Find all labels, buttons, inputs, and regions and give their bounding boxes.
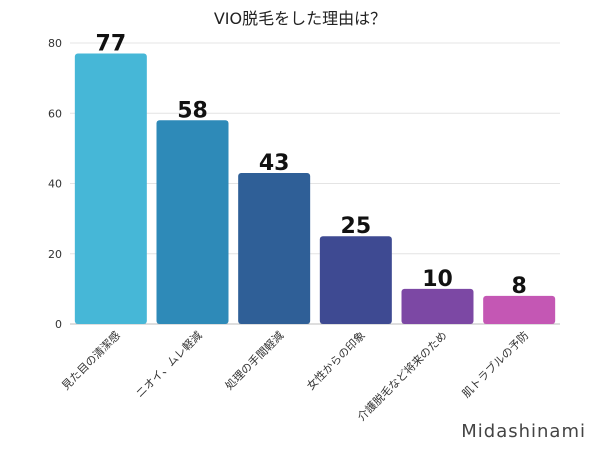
gridlines	[70, 42, 560, 325]
y-tick-label: 20	[48, 248, 62, 261]
x-tick-label: ニオイ、ムレ軽減	[133, 328, 205, 400]
x-tick-label: 女性からの印象	[304, 328, 368, 392]
data-label: 77	[96, 32, 127, 57]
y-tick-label: 0	[55, 318, 62, 331]
value-labels: 77 58 43 25 10 8	[96, 32, 527, 299]
bar	[156, 120, 229, 325]
data-label: 10	[422, 267, 453, 292]
bar	[319, 236, 392, 324]
bar	[74, 53, 147, 324]
bar	[401, 288, 474, 324]
y-tick-label: 60	[48, 107, 62, 120]
bars	[74, 53, 556, 325]
y-tick-label: 80	[48, 37, 62, 50]
data-label: 43	[259, 151, 290, 176]
data-label: 58	[177, 98, 208, 123]
x-tick-label: 処理の手間軽減	[222, 328, 286, 392]
y-axis-ticks: 0 20 40 60 80	[48, 37, 62, 331]
watermark-logo: Midashinami	[461, 421, 586, 442]
x-tick-label: 肌トラブルの予防	[459, 328, 531, 400]
data-label: 8	[512, 274, 527, 299]
x-tick-label: 介護脱毛など将来のため	[354, 328, 449, 423]
x-tick-label: 見た目の清潔感	[59, 328, 123, 392]
bar	[483, 295, 556, 324]
data-label: 25	[341, 214, 372, 239]
y-tick-label: 40	[48, 178, 62, 191]
chart-title: VIO脱毛をした理由は？	[214, 9, 386, 28]
bar	[238, 172, 311, 324]
x-axis-labels: 見た目の清潔感 ニオイ、ムレ軽減 処理の手間軽減 女性からの印象介護脱毛など将来のため…	[59, 328, 532, 423]
